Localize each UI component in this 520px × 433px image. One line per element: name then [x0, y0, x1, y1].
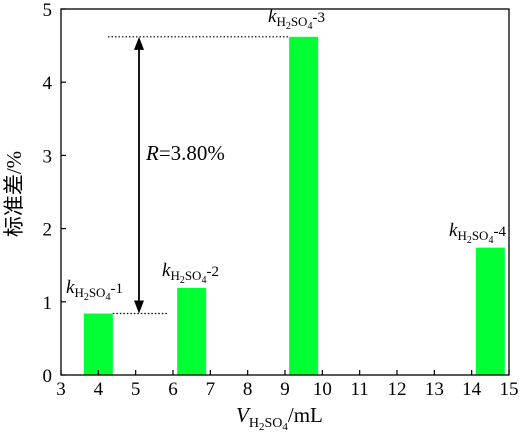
x-tick-label: 13 — [425, 379, 444, 400]
x-tick-label: 11 — [351, 379, 369, 400]
x-tick-label: 9 — [280, 379, 290, 400]
bar-1 — [83, 313, 113, 375]
y-tick-label: 2 — [43, 220, 53, 241]
labels-group: kH2SO4-1 kH2SO4-2 kH2SO4-3 kH2SO4-4 R=3.80% V… — [2, 6, 506, 433]
plot-frame — [60, 8, 510, 376]
bar-label-4: kH2SO4-4 — [449, 220, 506, 246]
bar-2 — [177, 287, 207, 375]
bar-3 — [289, 36, 319, 375]
arrow-head-down — [134, 300, 144, 314]
bars-group — [83, 36, 505, 375]
y-tick-label: 0 — [43, 366, 53, 387]
x-axis-title: VH2SO4/mL — [236, 403, 323, 433]
y-axis-title: 标准差/% — [2, 151, 26, 237]
x-tick-label: 6 — [168, 379, 178, 400]
x-tick-label: 5 — [131, 379, 141, 400]
bar-label-3: kH2SO4-3 — [268, 6, 325, 32]
x-tick-label: 7 — [206, 379, 216, 400]
x-tick-label: 14 — [462, 379, 482, 400]
x-tick-label: 10 — [313, 379, 332, 400]
x-tick-label: 4 — [94, 379, 104, 400]
bar-4 — [475, 247, 505, 375]
arrow-head-up — [134, 36, 144, 50]
x-tick-label: 3 — [56, 379, 66, 400]
x-tick-label: 8 — [243, 379, 253, 400]
y-tick-label: 4 — [43, 73, 53, 94]
x-tick-label: 12 — [388, 379, 407, 400]
bar-label-1: kH2SO4-1 — [66, 277, 123, 303]
bar-label-2: kH2SO4-2 — [162, 260, 219, 286]
range-annotation — [108, 36, 290, 315]
y-tick-label: 5 — [43, 0, 53, 21]
y-tick-label: 1 — [43, 293, 53, 314]
x-tick-label: 15 — [500, 379, 519, 400]
y-tick-label: 3 — [43, 146, 53, 167]
range-label: R=3.80% — [145, 141, 225, 165]
